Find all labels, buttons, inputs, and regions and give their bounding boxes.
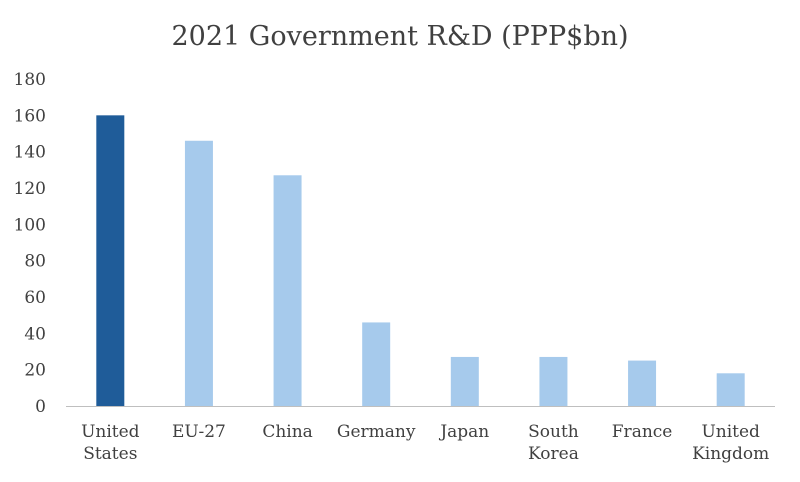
- x-tick-label-line: United: [701, 422, 760, 442]
- x-tick-label: Germany: [337, 422, 416, 442]
- bar: [362, 322, 391, 406]
- y-tick-label: 20: [24, 361, 46, 381]
- bar: [273, 175, 302, 406]
- bar: [539, 356, 568, 406]
- x-tick-label-line: Japan: [438, 422, 489, 442]
- x-tick-label-line: South: [528, 422, 579, 442]
- y-tick-label: 140: [14, 143, 46, 163]
- x-tick-label-line: Germany: [337, 422, 416, 442]
- bar: [96, 115, 125, 406]
- x-tick-label-line: EU-27: [172, 422, 226, 442]
- chart-title: 2021 Government R&D (PPP$bn): [171, 21, 628, 52]
- bar: [450, 356, 479, 406]
- x-tick-label-line: States: [83, 444, 137, 464]
- bar: [184, 140, 213, 406]
- x-tick-label: EU-27: [172, 422, 226, 442]
- x-tick-label: China: [262, 422, 312, 442]
- bars: [96, 115, 745, 406]
- y-tick-label: 100: [14, 215, 46, 235]
- x-tick-label: United States: [81, 422, 140, 464]
- bar: [628, 360, 657, 406]
- y-tick-label: 0: [35, 397, 46, 417]
- y-tick-label: 120: [14, 179, 46, 199]
- y-tick-label: 80: [24, 252, 46, 272]
- x-tick-label-line: Kingdom: [692, 444, 769, 464]
- x-tick-label: Japan: [438, 422, 489, 442]
- x-tick-label-line: United: [81, 422, 140, 442]
- y-axis-ticks: 0 20 40 60 80 100 120 140 160 180: [14, 70, 46, 417]
- x-tick-label: United Kingdom: [692, 422, 769, 464]
- y-tick-label: 40: [24, 324, 46, 344]
- x-tick-label: France: [612, 422, 673, 442]
- y-tick-label: 60: [24, 288, 46, 308]
- x-tick-label: South Korea: [528, 422, 579, 464]
- x-tick-label-line: Korea: [528, 444, 579, 464]
- bar: [716, 373, 745, 406]
- y-tick-label: 160: [14, 106, 46, 126]
- x-tick-label-line: France: [612, 422, 673, 442]
- y-tick-label: 180: [14, 70, 46, 90]
- x-tick-label-line: China: [262, 422, 312, 442]
